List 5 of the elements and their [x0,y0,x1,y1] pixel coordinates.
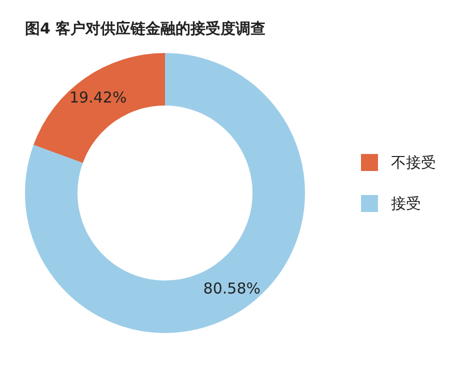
legend-label: 不接受 [391,154,436,172]
legend-label: 接受 [391,194,421,212]
chart-title: 图4 客户对供应链金融的接受度调查 [25,20,266,38]
data-label: 19.42% [70,88,127,106]
data-label: 80.58% [203,280,260,298]
